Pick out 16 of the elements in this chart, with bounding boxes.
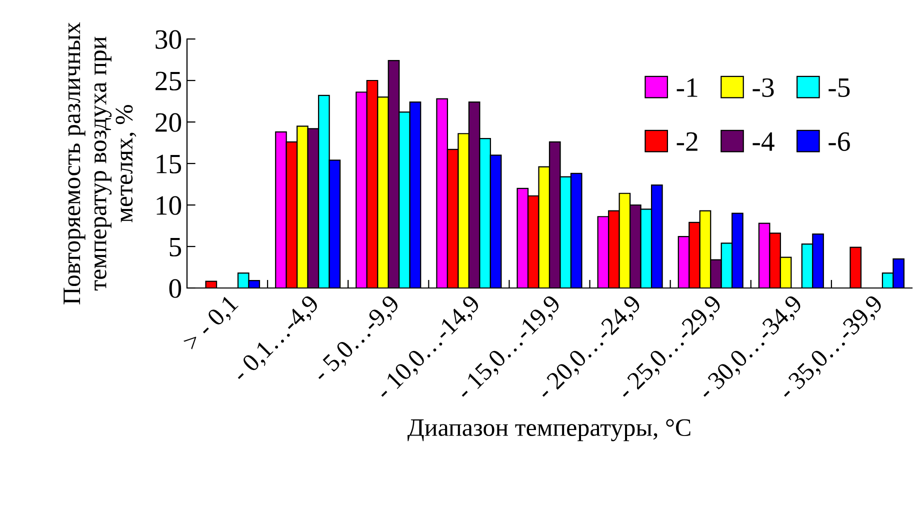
y-tick-label: 20 — [156, 113, 182, 132]
legend-label: -2 — [676, 132, 698, 151]
legend-label: -4 — [752, 132, 774, 151]
y-tick-label: 30 — [156, 30, 182, 49]
y-tick-label: 15 — [156, 154, 182, 174]
legend-label: -3 — [752, 78, 774, 97]
y-axis-title: Повторяемость различных температур воздуха при метелях, % — [64, 22, 136, 304]
y-tick-label: 0 — [169, 279, 182, 298]
y-tick-label: 5 — [170, 238, 182, 256]
legend-label: -5 — [828, 78, 850, 97]
y-tick-label: 25 — [156, 72, 182, 90]
y-tick-label: 10 — [156, 196, 182, 215]
legend-label: -6 — [828, 132, 850, 151]
x-axis-title: Диапазон температуры, °C — [408, 419, 690, 442]
x-tick-label: > - 0,1 — [182, 294, 242, 354]
legend-label: -1 — [676, 78, 698, 97]
